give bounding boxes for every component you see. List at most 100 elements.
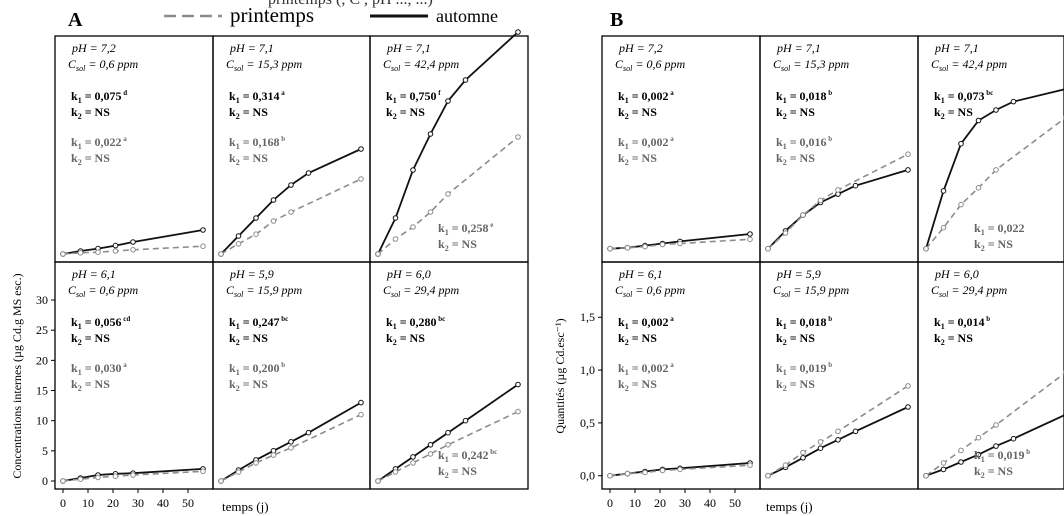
data-point-printemps: [923, 245, 929, 252]
k2-printemps: k2 = NS: [71, 151, 110, 167]
panel-ph-label: pH = 7,1: [776, 41, 821, 55]
data-point-printemps: [747, 236, 753, 243]
data-point-printemps: [392, 236, 399, 242]
k1-automne: k1 = 0,247 bc: [229, 315, 288, 331]
data-point-printemps: [765, 245, 771, 252]
data-point-printemps: [817, 197, 824, 204]
k2-automne: k2 = NS: [934, 331, 973, 347]
k2-automne: k2 = NS: [386, 331, 425, 347]
figure-a-xlabel: temps (j): [222, 499, 269, 514]
data-point-printemps: [410, 224, 416, 230]
data-point-printemps: [993, 422, 999, 428]
series-line-automne: [62, 468, 204, 482]
data-point-automne: [958, 140, 964, 147]
data-point-printemps: [835, 187, 841, 193]
data-point-printemps: [642, 243, 648, 250]
k1-automne: k1 = 0,002 a: [618, 315, 674, 331]
data-point-automne: [993, 443, 999, 449]
k2-printemps: k2 = NS: [229, 151, 268, 167]
data-point-automne: [288, 182, 294, 188]
k2-printemps: k2 = NS: [618, 377, 657, 393]
data-point-printemps: [427, 209, 434, 215]
data-point-automne: [427, 131, 434, 137]
panel-csol-label: Csol = 0,6 ppm: [615, 283, 685, 299]
k1-automne: k1 = 0,002 a: [618, 89, 674, 105]
panel-csol-label: Csol = 42,4 ppm: [383, 57, 459, 73]
x-tick-label: 0: [60, 496, 66, 510]
k2-printemps: k2 = NS: [438, 464, 477, 480]
y-tick-label: 10: [36, 414, 48, 428]
panel-csol-label: Csol = 0,6 ppm: [68, 57, 138, 73]
data-point-automne: [835, 437, 841, 443]
data-point-automne: [392, 215, 399, 221]
k1-printemps: k1 = 0,019 b: [776, 361, 832, 377]
data-point-printemps: [782, 230, 789, 236]
data-point-printemps: [427, 451, 434, 457]
panel-csol-label: Csol = 15,9 ppm: [773, 283, 849, 299]
data-point-printemps: [515, 134, 521, 140]
x-tick-label: 50: [182, 496, 194, 510]
data-point-printemps: [200, 468, 206, 475]
data-point-automne: [905, 404, 911, 410]
k2-automne: k2 = NS: [934, 105, 973, 121]
panel-csol-label: Csol = 15,3 ppm: [773, 57, 849, 73]
data-point-printemps: [800, 449, 806, 456]
series-line-printemps: [377, 136, 519, 255]
data-point-printemps: [130, 472, 136, 478]
y-tick-label: 1,0: [580, 363, 595, 377]
panel-ph-label: pH = 7,1: [386, 41, 431, 55]
data-point-automne: [410, 167, 416, 173]
k1-printemps: k1 = 0,242 bc: [438, 448, 497, 464]
panel-ph-label: pH = 6,1: [71, 267, 116, 281]
data-point-printemps: [782, 462, 789, 469]
data-point-printemps: [112, 473, 119, 480]
series-line-printemps: [925, 117, 1064, 250]
data-point-automne: [305, 429, 312, 436]
data-point-printemps: [607, 472, 613, 479]
data-point-automne: [515, 29, 521, 35]
x-tick-label: 30: [132, 496, 144, 510]
k2-printemps: k2 = NS: [776, 151, 815, 167]
data-point-printemps: [235, 241, 242, 247]
data-point-automne: [993, 107, 999, 113]
k2-automne: k2 = NS: [386, 105, 425, 121]
data-point-printemps: [835, 428, 841, 435]
data-point-printemps: [642, 469, 648, 476]
data-point-automne: [288, 439, 294, 445]
k2-printemps: k2 = NS: [974, 237, 1013, 253]
data-point-printemps: [270, 218, 277, 224]
k2-printemps: k2 = NS: [776, 377, 815, 393]
data-point-printemps: [218, 251, 224, 257]
legend-dashed-label: printemps: [230, 3, 314, 27]
data-point-automne: [747, 231, 753, 237]
k1-automne: k1 = 0,073 bc: [934, 89, 993, 105]
panel-csol-label: Csol = 0,6 ppm: [615, 57, 685, 73]
figure-a-letter: A: [68, 9, 83, 31]
data-point-printemps: [817, 439, 824, 445]
k2-printemps: k2 = NS: [974, 464, 1013, 480]
x-tick-label: 40: [704, 496, 716, 510]
panel-csol-label: Csol = 15,3 ppm: [226, 57, 302, 73]
data-point-automne: [112, 242, 119, 249]
data-point-printemps: [445, 442, 451, 448]
data-point-printemps: [253, 231, 259, 237]
data-point-printemps: [95, 249, 101, 255]
data-point-printemps: [218, 478, 224, 484]
series-line-printemps: [767, 385, 909, 477]
series-line-printemps: [377, 410, 519, 482]
k2-printemps: k2 = NS: [229, 377, 268, 393]
data-point-printemps: [659, 241, 666, 248]
k2-automne: k2 = NS: [618, 331, 657, 347]
series-line-automne: [62, 229, 204, 255]
data-point-printemps: [958, 447, 964, 454]
k1-printemps: k1 = 0,200 b: [229, 361, 285, 377]
y-tick-label: 30: [36, 293, 48, 307]
data-point-printemps: [358, 411, 364, 418]
k2-automne: k2 = NS: [71, 331, 110, 347]
k1-printemps: k1 = 0,016 b: [776, 135, 832, 151]
panel-csol-label: Csol = 15,9 ppm: [226, 283, 302, 299]
